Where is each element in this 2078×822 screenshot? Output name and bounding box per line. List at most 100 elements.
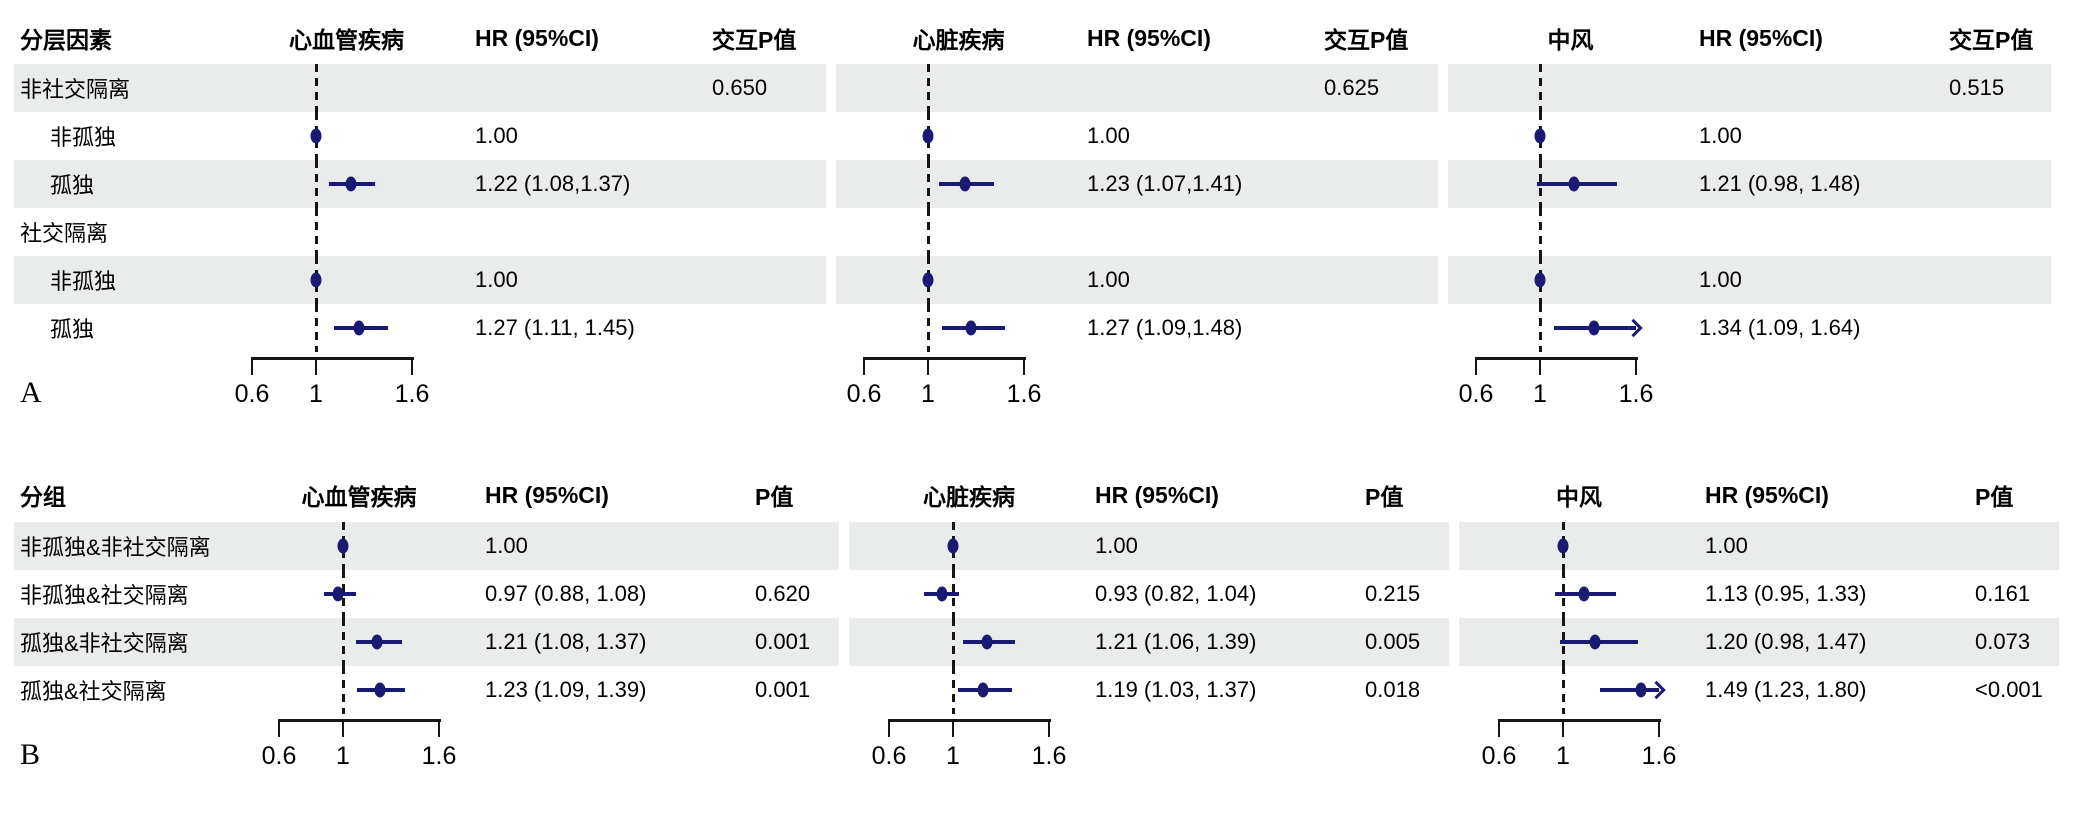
header-band: 中风 HR (95%CI) 交互P值: [1448, 12, 2051, 64]
axis-tick-label: 0.6: [261, 742, 297, 770]
row-label: 社交隔离: [20, 221, 109, 246]
hr-value: 1.00: [1087, 123, 1130, 148]
hr-value: 1.21 (0.98, 1.48): [1699, 171, 1861, 196]
row-label: 非孤独&社交隔离: [20, 583, 189, 608]
axis-line: [277, 719, 441, 722]
hr-value: 1.27 (1.11, 1.45): [475, 315, 635, 340]
column-header-p: 交互P值: [1949, 27, 2034, 53]
hr-value: [1693, 208, 1941, 256]
plot-area: [252, 160, 412, 208]
p-value: [1941, 160, 2051, 208]
plot-area: [1476, 112, 1636, 160]
reference-line: [1561, 666, 1565, 714]
hr-value: 1.21 (1.08, 1.37): [485, 629, 647, 654]
forest-plot-cell: [224, 256, 469, 304]
hr-value: 0.97 (0.88, 1.08): [485, 581, 647, 606]
point-estimate-dot: [947, 538, 959, 554]
forest-plot-figure: 分层因素 心血管疾病 HR (95%CI) 交互P值 心脏疾病 HR (95%CI) 交互P…: [14, 12, 2062, 806]
axis-tick: [887, 719, 891, 737]
axis-band: 0.6 1 1.6: [1448, 352, 2051, 444]
forest-plot-cell: [239, 570, 479, 618]
row-band: 1.34 (1.09, 1.64): [1448, 304, 2051, 352]
axis-tick: [951, 719, 955, 737]
point-estimate-dot: [965, 320, 977, 336]
header-band: 中风 HR (95%CI) P值: [1459, 468, 2059, 522]
axis-spacer: [1357, 714, 1449, 806]
forest-row: 社交隔离: [14, 208, 2062, 256]
forest-plot-cell: [224, 64, 469, 112]
column-header-p: 交互P值: [712, 27, 797, 53]
p-value: [704, 256, 826, 304]
reference-line: [341, 618, 345, 666]
column-header-outcome: 中风: [1556, 484, 1602, 510]
reference-line: [926, 64, 930, 112]
axis-cell: 0.6 1 1.6: [224, 352, 469, 444]
hr-value: 1.27 (1.09,1.48): [1087, 315, 1243, 340]
hr-value: 1.13 (0.95, 1.33): [1705, 581, 1867, 606]
hr-value: 1.23 (1.09, 1.39): [485, 677, 647, 702]
forest-plot-cell: [239, 618, 479, 666]
column-header-outcome: 心血管疾病: [289, 27, 404, 53]
p-value: [704, 160, 826, 208]
hr-value: 1.00: [1095, 533, 1138, 558]
axis-tick: [1657, 719, 1661, 737]
axis-tick-label: 1.6: [1031, 742, 1067, 770]
forest-plot-cell: [836, 64, 1081, 112]
hr-value: 1.00: [1705, 533, 1748, 558]
p-value: 0.001: [755, 629, 811, 654]
row-band: 1.00: [836, 112, 1438, 160]
column-header-rowlabel: 分层因素: [20, 27, 112, 53]
forest-plot-cell: [239, 522, 479, 570]
p-value: 0.515: [1949, 75, 2005, 100]
plot-area: [279, 570, 439, 618]
axis-tick-label: 1: [336, 742, 350, 770]
row-band: 1.27 (1.09,1.48): [836, 304, 1438, 352]
x-axis: 0.6 1 1.6: [262, 714, 456, 806]
x-axis: 0.6 1 1.6: [1482, 714, 1676, 806]
forest-plot-cell: [224, 208, 469, 256]
p-value: 0.625: [1324, 75, 1380, 100]
hr-value: 1.34 (1.09, 1.64): [1699, 315, 1861, 340]
forest-plot-cell: [1459, 522, 1699, 570]
axis-tick: [862, 357, 866, 375]
column-header-rowlabel: 分组: [20, 484, 66, 510]
row-band: 0.625: [836, 64, 1438, 112]
plot-area: [1499, 618, 1659, 666]
row-band: 1.13 (0.95, 1.33) 0.161: [1459, 570, 2059, 618]
reference-line: [314, 208, 318, 256]
p-value: [1316, 112, 1438, 160]
p-value: 0.620: [755, 581, 811, 606]
hr-value: 1.23 (1.07,1.41): [1087, 171, 1243, 196]
forest-plot-cell: [836, 208, 1081, 256]
forest-plot-cell: [1459, 618, 1699, 666]
row-band: 1.00: [1448, 112, 2051, 160]
column-header-p: P值: [1365, 484, 1404, 510]
point-estimate-dot: [374, 682, 386, 698]
point-estimate-dot: [332, 586, 344, 602]
axis-line: [250, 357, 414, 360]
header-band: 分层因素 心血管疾病 HR (95%CI) 交互P值: [14, 12, 826, 64]
point-estimate-dot: [1557, 538, 1569, 554]
axis-tick: [277, 719, 281, 737]
point-estimate-dot: [1588, 320, 1600, 336]
plot-area: [279, 618, 439, 666]
axis-cell: 0.6 1 1.6: [1448, 352, 1693, 444]
point-estimate-dot: [959, 176, 971, 192]
row-band: 孤独&非社交隔离 1.21 (1.08, 1.37) 0.001: [14, 618, 839, 666]
column-header-hr: HR (95%CI): [1705, 481, 1829, 508]
p-value: [704, 112, 826, 160]
point-estimate-dot: [922, 128, 934, 144]
column-header-hr: HR (95%CI): [1095, 481, 1219, 508]
row-label: 非社交隔离: [20, 77, 131, 102]
plot-area: [1499, 522, 1659, 570]
hr-value: 1.21 (1.06, 1.39): [1095, 629, 1257, 654]
axis-tick-label: 1.6: [421, 742, 457, 770]
axis-spacer: [747, 714, 839, 806]
row-band: [1448, 208, 2051, 256]
row-label: 非孤独: [50, 269, 117, 294]
hr-value: 1.49 (1.23, 1.80): [1705, 677, 1867, 702]
axis-spacer: [479, 714, 747, 806]
ci-line: [1599, 688, 1659, 692]
axis-tick: [1561, 719, 1565, 737]
arrow-right-icon: [1647, 680, 1666, 700]
